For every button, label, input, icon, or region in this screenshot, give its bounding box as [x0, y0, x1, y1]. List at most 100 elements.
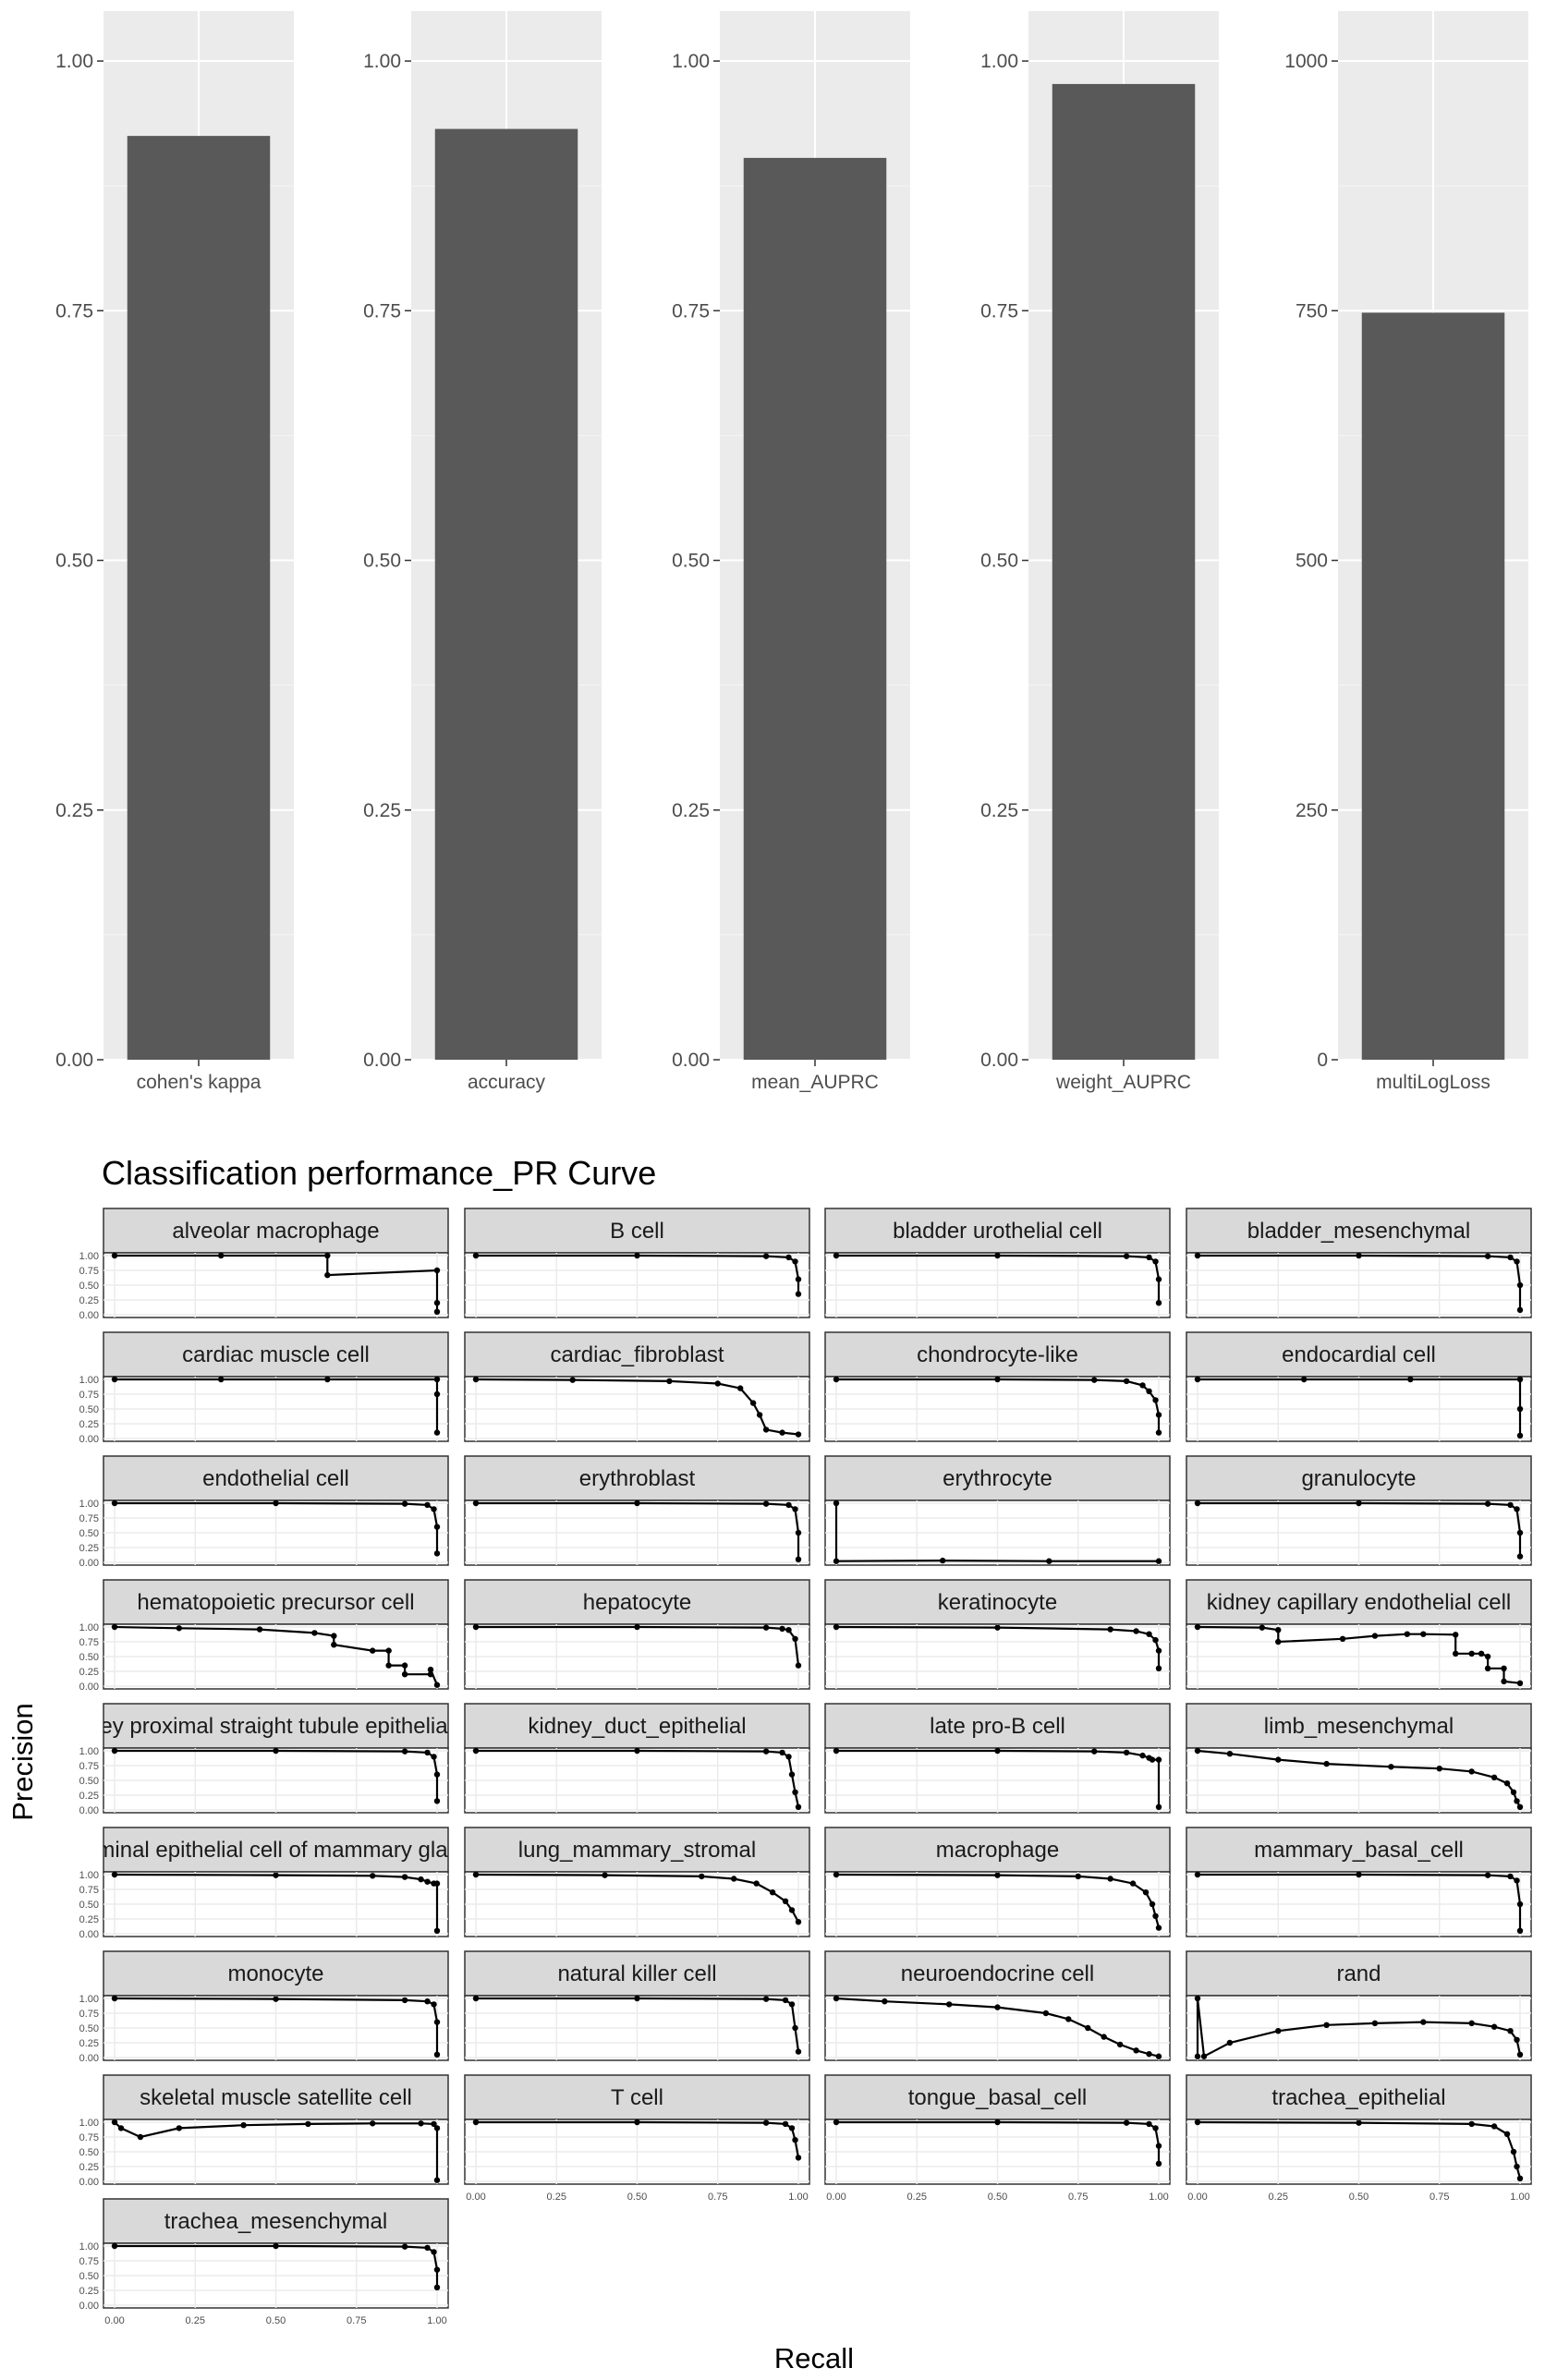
facet-y-tick-label: 0.25 [79, 1914, 99, 1925]
facet-strip-label: keratinocyte [938, 1590, 1057, 1615]
facet-y-tick-label: 0.75 [79, 1761, 99, 1772]
pr-point [1259, 1624, 1266, 1631]
pr-point [1107, 1876, 1113, 1882]
facet-y-tick-label: 0.25 [79, 2162, 99, 2173]
pr-point [1155, 2143, 1162, 2149]
facet-strip-label: lung_mammary_stromal [518, 1838, 756, 1863]
pr-point [792, 2137, 798, 2143]
y-tick-label: 1.00 [672, 51, 710, 72]
facet-strip-label: limb_mesenchymal [1264, 1714, 1454, 1739]
pr-point [994, 1252, 1001, 1259]
pr-point [782, 1898, 789, 1904]
pr-point [1453, 1632, 1459, 1638]
pr-point [1507, 1873, 1514, 1880]
pr-point [433, 1300, 441, 1306]
pr-point [273, 1747, 279, 1755]
pr-point [324, 1271, 331, 1279]
facet-x-tick-label: 0.75 [1429, 2192, 1449, 2203]
y-tick-label: 0.00 [363, 1050, 401, 1071]
pr-point [1149, 1900, 1156, 1908]
facet-y-tick-label: 1.00 [79, 1251, 99, 1262]
pr-point [795, 1662, 802, 1669]
pr-point [785, 1754, 792, 1760]
pr-point [1152, 1258, 1159, 1265]
y-tick-label: 1.00 [363, 51, 401, 72]
x-tick-label: cohen's kappa [137, 1072, 262, 1093]
y-tick-label: 0.25 [672, 800, 710, 821]
pr-point [1501, 1665, 1507, 1672]
pr-point [1514, 1506, 1520, 1512]
facet-panel: mammary_basal_cell [1186, 1827, 1532, 1937]
facet-y-tick-label: 0.25 [79, 1543, 99, 1554]
pr-point [401, 1748, 408, 1755]
pr-point [1356, 1871, 1362, 1878]
pr-point [324, 1252, 331, 1259]
pr-point [1194, 1376, 1201, 1383]
pr-point [324, 1376, 331, 1383]
pr-point [1155, 1300, 1162, 1306]
y-tick-label: 0.50 [55, 551, 93, 572]
pr-point [273, 1996, 279, 2002]
pr-point [433, 1429, 441, 1436]
facet-x-tick-label: 0.75 [347, 2315, 366, 2326]
pr-point [1275, 1756, 1282, 1763]
pr-point [1514, 1798, 1520, 1804]
pr-point [433, 2177, 441, 2183]
y-tick-label: 0.75 [980, 300, 1018, 322]
pr-point [833, 1558, 840, 1564]
pr-point [1194, 1623, 1201, 1631]
facet-strip [824, 1455, 1171, 1501]
pr-point [756, 1412, 763, 1418]
facet-strip-label: trachea_mesenchymal [164, 2209, 387, 2234]
pr-point [311, 1630, 318, 1636]
pr-point [1388, 1764, 1394, 1770]
bar [434, 128, 578, 1061]
facet-y-tick-label: 0.00 [79, 1929, 99, 1940]
facet-x-tick-label: 0.75 [708, 2192, 727, 2203]
pr-point [472, 1623, 480, 1631]
pr-point [1101, 2034, 1107, 2040]
facet-panel: keratinocyte [824, 1579, 1171, 1690]
pr-point [1194, 1747, 1201, 1755]
pr-point [714, 1380, 721, 1387]
pr-point [1503, 2131, 1511, 2137]
pr-point [431, 1754, 437, 1760]
pr-point [569, 1377, 576, 1383]
pr-point [1091, 1377, 1098, 1383]
pr-point [431, 1506, 437, 1512]
pr-point [433, 1798, 441, 1804]
facet-panel: hematopoietic precursor cell 0.00 0.25 0.50… [79, 1579, 449, 1693]
facet-x-tick-label: 1.00 [427, 2315, 446, 2326]
facet-y-tick-label: 0.75 [79, 2132, 99, 2143]
y-tick-label: 0.25 [980, 800, 1018, 821]
facet-strip-label: trachea_epithelial [1271, 2085, 1445, 2110]
pr-point [433, 1376, 441, 1383]
pr-point [1065, 2016, 1072, 2022]
facet-y-tick-label: 0.00 [79, 2177, 99, 2188]
facet-x-tick-label: 0.50 [1349, 2192, 1369, 2203]
y-tick-label: 1.00 [55, 51, 93, 72]
facet-y-tick-label: 0.25 [79, 2286, 99, 2297]
pr-point [1339, 1635, 1346, 1643]
pr-point [788, 2125, 796, 2131]
pr-point [1075, 1873, 1081, 1880]
facet-strip-label: kidney proximal straight tubule epitheli… [59, 1714, 492, 1739]
facet-y-tick-label: 0.50 [79, 1776, 99, 1787]
facet-strip-label: cardiac muscle cell [182, 1342, 370, 1367]
x-tick-label: weight_AUPRC [1055, 1072, 1191, 1093]
pr-point [1155, 1925, 1162, 1931]
pr-point [762, 2119, 770, 2126]
pr-point [1516, 1803, 1524, 1811]
facet-panel: erythroblast [464, 1455, 810, 1566]
y-tick-label: 750 [1296, 300, 1328, 322]
pr-curve [476, 1749, 800, 1808]
pr-point [795, 1556, 802, 1563]
x-tick-label: multiLogLoss [1376, 1072, 1490, 1093]
facet-strip [464, 2074, 810, 2120]
x-tick-label: accuracy [468, 1072, 546, 1093]
pr-point [634, 1995, 640, 2002]
pr-point [433, 2284, 441, 2290]
pr-point [331, 1642, 337, 1648]
facet-x-tick-label: 0.00 [826, 2192, 845, 2203]
pr-point [1516, 1927, 1524, 1934]
